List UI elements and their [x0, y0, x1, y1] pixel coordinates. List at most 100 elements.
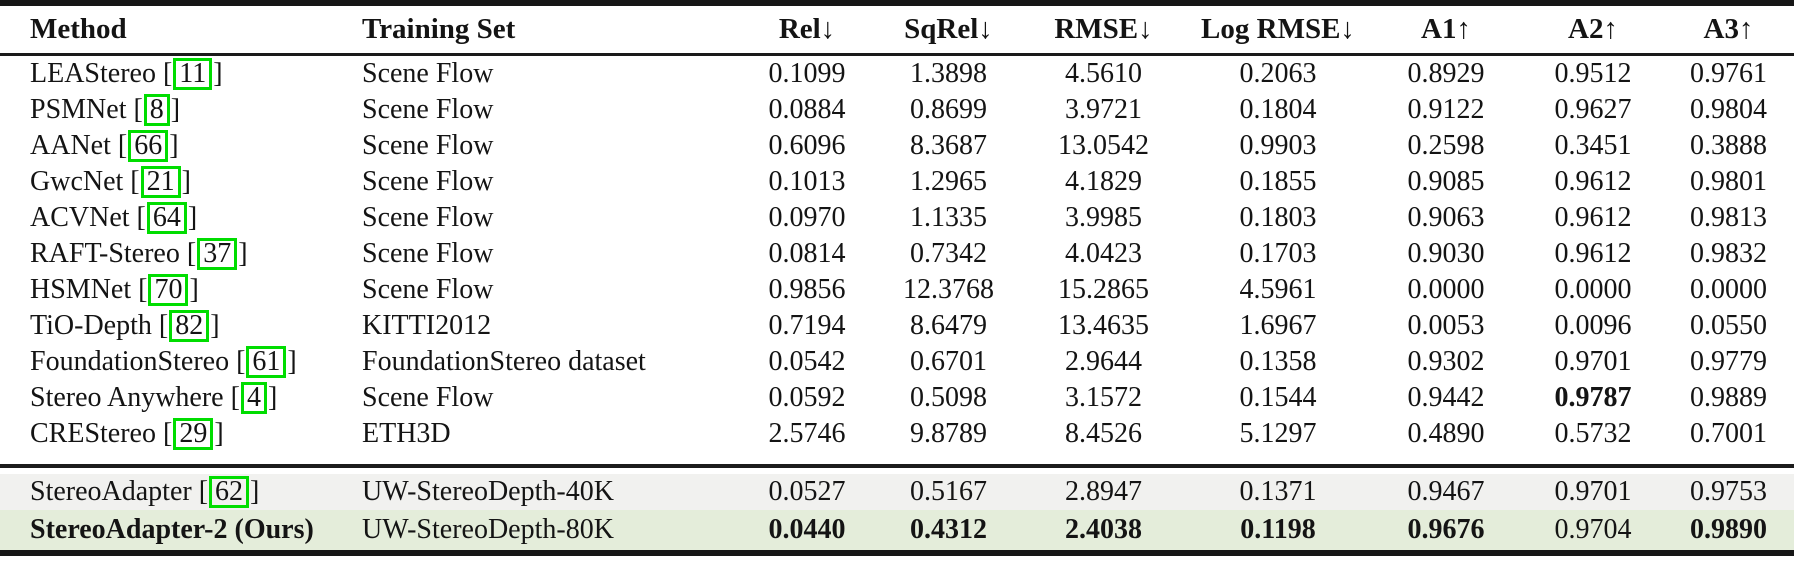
table-header: Method Training Set Rel↓ SqRel↓ RMSE↓ Lo…: [0, 3, 1794, 56]
cell-metric-rmse: 2.4038: [1020, 510, 1187, 553]
cell-metric-sqrel: 8.6479: [910, 310, 987, 341]
cell-method: LEAStereo [11]: [0, 55, 350, 93]
cell-metric-rmse: 15.2865: [1058, 274, 1149, 305]
cell-metric-sqrel: 8.3687: [910, 130, 987, 161]
citation-close-bracket: ]: [214, 418, 224, 449]
cell-method: PSMNet [8]: [0, 92, 350, 128]
cell-metric-rel: 2.5746: [768, 418, 846, 449]
cell-method: AANet [66]: [0, 128, 350, 164]
cell-metric-rmse: 8.4526: [1065, 418, 1142, 449]
cell-metric-sqrel: 9.8789: [910, 418, 987, 449]
cell-metric-logrmse: 0.2063: [1239, 58, 1317, 89]
citation-box[interactable]: 82: [169, 310, 210, 342]
cell-metric-sqrel: 1.3898: [910, 58, 987, 89]
cell-metric-a3: 0.0550: [1690, 310, 1767, 341]
cell-metric-rel: 0.9856: [768, 274, 846, 305]
cell-metric-a2: 0.9701: [1554, 346, 1632, 377]
citation-close-bracket: ]: [287, 346, 297, 377]
cell-metric-a3: 0.0000: [1690, 274, 1767, 305]
cell-metric-a2: 0.9612: [1554, 238, 1632, 269]
cell-metric-a2: 0.0096: [1554, 310, 1632, 341]
cell-metric-logrmse: 5.1297: [1239, 418, 1317, 449]
cell-metric-sqrel: 0.5098: [910, 382, 987, 413]
cell-metric-a2: 0.3451: [1554, 130, 1632, 161]
cell-method: StereoAdapter [62]: [0, 474, 350, 510]
cell-training-set: Scene Flow: [362, 382, 494, 413]
cell-metric-rmse: 4.1829: [1065, 166, 1142, 197]
citation-box[interactable]: 62: [209, 476, 250, 508]
citation-open-bracket: [: [230, 382, 240, 413]
cell-metric-a3: 0.9779: [1690, 346, 1767, 377]
cell-metric-logrmse: 0.1544: [1239, 382, 1317, 413]
method-name: FoundationStereo: [30, 346, 230, 377]
method-name: CREStereo: [30, 418, 156, 449]
citation: [21]: [123, 166, 191, 198]
cell-metric-a2: 0.9701: [1523, 474, 1663, 510]
ours-methods-section: StereoAdapter [62] UW-StereoDepth-40K 0.…: [0, 466, 1794, 553]
col-header-a2: A2↑: [1523, 3, 1663, 56]
col-header-a3: A3↑: [1663, 3, 1794, 56]
cell-metric-rel: 0.6096: [768, 130, 846, 161]
cell-metric-rel: 0.0884: [768, 94, 846, 125]
cell-metric-a3: 0.9761: [1690, 58, 1767, 89]
citation: [8]: [126, 94, 180, 126]
citation-box[interactable]: 8: [143, 94, 170, 126]
citation-box[interactable]: 70: [148, 274, 189, 306]
col-header-a1: A1↑: [1369, 3, 1523, 56]
citation-close-bracket: ]: [238, 238, 248, 269]
citation: [66]: [111, 130, 179, 162]
citation-box[interactable]: 29: [173, 418, 214, 450]
cell-metric-sqrel: 0.5167: [877, 474, 1020, 510]
table-row: HSMNet [70] Scene Flow 0.9856 12.3768 15.2…: [0, 272, 1794, 308]
citation-open-bracket: [: [158, 310, 169, 341]
cell-metric-rmse: 3.1572: [1065, 382, 1142, 413]
table-row: Stereo Anywhere [4] Scene Flow 0.0592 0.5…: [0, 380, 1794, 416]
citation-box[interactable]: 11: [173, 58, 213, 90]
cell-metric-logrmse: 0.1855: [1239, 166, 1317, 197]
citation-close-bracket: ]: [210, 310, 220, 341]
citation-box[interactable]: 64: [146, 202, 187, 234]
citation-open-bracket: [: [138, 274, 148, 305]
cell-metric-sqrel: 1.2965: [910, 166, 987, 197]
citation-box[interactable]: 66: [128, 130, 169, 162]
col-header-training-set: Training Set: [350, 3, 737, 56]
citation: [4]: [224, 382, 277, 414]
citation-box[interactable]: 21: [140, 166, 181, 198]
cell-metric-a3: 0.9753: [1663, 474, 1794, 510]
cell-metric-a3: 0.9813: [1690, 202, 1767, 233]
citation-close-bracket: ]: [169, 130, 179, 161]
cell-metric-rmse: 4.5610: [1065, 58, 1142, 89]
cell-training-set: KITTI2012: [362, 310, 492, 341]
cell-training-set: Scene Flow: [362, 94, 494, 125]
cell-training-set: Scene Flow: [362, 274, 494, 305]
cell-metric-a1: 0.9063: [1407, 202, 1485, 233]
cell-training-set: ETH3D: [362, 418, 451, 449]
baseline-methods-section: LEAStereo [11] Scene Flow 0.1099 1.3898 4.…: [0, 55, 1794, 466]
table-row: ACVNet [64] Scene Flow 0.0970 1.1335 3.998…: [0, 200, 1794, 236]
cell-method: RAFT-Stereo [37]: [0, 236, 350, 272]
cell-metric-a2: 0.9612: [1554, 202, 1632, 233]
cell-metric-rel: 0.7194: [768, 310, 846, 341]
table-row: TiO-Depth [82] KITTI2012 0.7194 8.6479 13.…: [0, 308, 1794, 344]
section-gap: [0, 466, 1794, 474]
cell-metric-rel: 0.0440: [737, 510, 877, 553]
citation-close-bracket: ]: [250, 476, 260, 507]
citation-box[interactable]: 61: [246, 346, 287, 378]
citation-box[interactable]: 37: [197, 238, 238, 270]
cell-metric-a2: 0.9512: [1554, 58, 1632, 89]
cell-training-set: FoundationStereo dataset: [362, 346, 646, 377]
cell-metric-logrmse: 0.1358: [1239, 346, 1317, 377]
cell-metric-rel: 0.0970: [768, 202, 846, 233]
citation: [70]: [131, 274, 199, 306]
table-row: CREStereo [29] ETH3D 2.5746 9.8789 8.4526 5…: [0, 416, 1794, 452]
cell-metric-rmse: 13.4635: [1058, 310, 1149, 341]
method-name: TiO-Depth: [30, 310, 152, 341]
cell-metric-rel: 0.0542: [768, 346, 846, 377]
cell-metric-a3: 0.9804: [1690, 94, 1767, 125]
citation-box[interactable]: 4: [240, 382, 267, 414]
cell-method: FoundationStereo [61]: [0, 344, 350, 380]
citation-open-bracket: [: [136, 202, 146, 233]
cell-metric-sqrel: 0.4312: [877, 510, 1020, 553]
cell-metric-a1: 0.0053: [1407, 310, 1485, 341]
cell-metric-a1: 0.4890: [1407, 418, 1485, 449]
